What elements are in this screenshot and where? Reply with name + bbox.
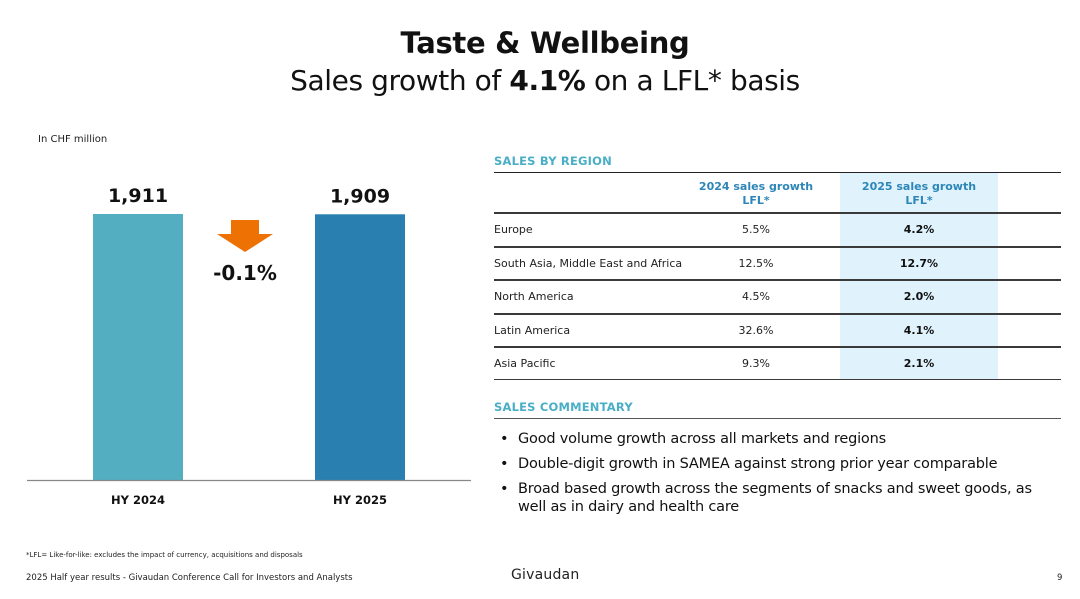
chart-unit-label: In CHF million: [38, 134, 108, 145]
table-row: North America 4.5% 2.0%: [494, 279, 1061, 313]
bar-hy-2025: [315, 214, 405, 480]
region-name: Europe: [494, 223, 533, 236]
slide-subtitle: Sales growth of 4.1% on a LFL* basis: [0, 64, 1080, 97]
subtitle-prefix: Sales growth of: [290, 64, 510, 97]
table-row: Asia Pacific 9.3% 2.1%: [494, 346, 1061, 380]
category-label: HY 2025: [333, 493, 387, 507]
slide-title: Taste & Wellbeing: [400, 26, 690, 60]
growth-2024: 12.5%: [738, 257, 774, 270]
commentary-divider: [494, 418, 1061, 419]
table-row: Europe 5.5% 4.2%: [494, 212, 1061, 246]
category-label: HY 2024: [111, 493, 165, 507]
subtitle-highlight: 4.1%: [509, 64, 586, 97]
growth-2024: 9.3%: [742, 357, 770, 370]
growth-2024: 4.5%: [742, 290, 770, 303]
growth-2025: 12.7%: [899, 257, 939, 270]
table-top-rule: [494, 172, 1061, 173]
column-header-2024: 2024 sales growth LFL*: [698, 180, 814, 207]
growth-2024: 5.5%: [742, 223, 770, 236]
footer-event-title: 2025 Half year results - Givaudan Confer…: [26, 573, 353, 583]
subtitle-suffix: on a LFL* basis: [585, 64, 800, 97]
list-item: • Good volume growth across all markets a…: [500, 431, 886, 447]
region-name: South Asia, Middle East and Africa: [494, 257, 683, 270]
highlight-column-2025: [840, 172, 998, 380]
change-percent-label: -0.1%: [213, 261, 277, 285]
growth-2024: 32.6%: [738, 324, 774, 337]
table-header: 2024 sales growth LFL* 2025 sales growth L…: [494, 172, 1061, 212]
growth-2025: 2.1%: [903, 357, 935, 370]
givaudan-logo: Givaudan: [511, 567, 580, 583]
region-name: Latin America: [494, 324, 571, 337]
sales-bar-chart: 1,911 HY 2024 1,909 HY 2025 -0.1%: [27, 185, 471, 507]
lfl-footnote: *LFL= Like-for-like: excludes the impact…: [26, 551, 303, 559]
table-bottom-rule: [494, 379, 1061, 380]
column-header-2025: 2025 sales growth LFL*: [861, 180, 977, 207]
table-row: South Asia, Middle East and Africa 12.5%…: [494, 246, 1061, 280]
page-number: 9: [1057, 573, 1063, 583]
bar-value-label: 1,911: [108, 185, 168, 207]
growth-2025: 4.1%: [903, 324, 935, 337]
list-item: • Double-digit growth in SAMEA against st…: [500, 456, 998, 472]
commentary-list: • Good volume growth across all markets a…: [500, 430, 1040, 523]
sales-by-region-heading: SALES BY REGION: [494, 154, 612, 168]
down-arrow-icon: [217, 220, 273, 252]
table-row: Latin America 32.6% 4.1%: [494, 313, 1061, 347]
region-name: North America: [494, 290, 574, 303]
region-name: Asia Pacific: [494, 357, 556, 370]
bar-hy-2024: [93, 214, 183, 480]
bullet-icon: •: [500, 481, 509, 497]
growth-2025: 2.0%: [903, 290, 935, 303]
bar-value-label: 1,909: [330, 185, 390, 207]
bullet-icon: •: [500, 456, 509, 472]
sales-commentary-heading: SALES COMMENTARY: [494, 400, 633, 414]
bullet-icon: •: [500, 431, 509, 447]
list-item: • Broad based growth across the segments …: [500, 481, 1032, 515]
growth-2025: 4.2%: [903, 223, 935, 236]
